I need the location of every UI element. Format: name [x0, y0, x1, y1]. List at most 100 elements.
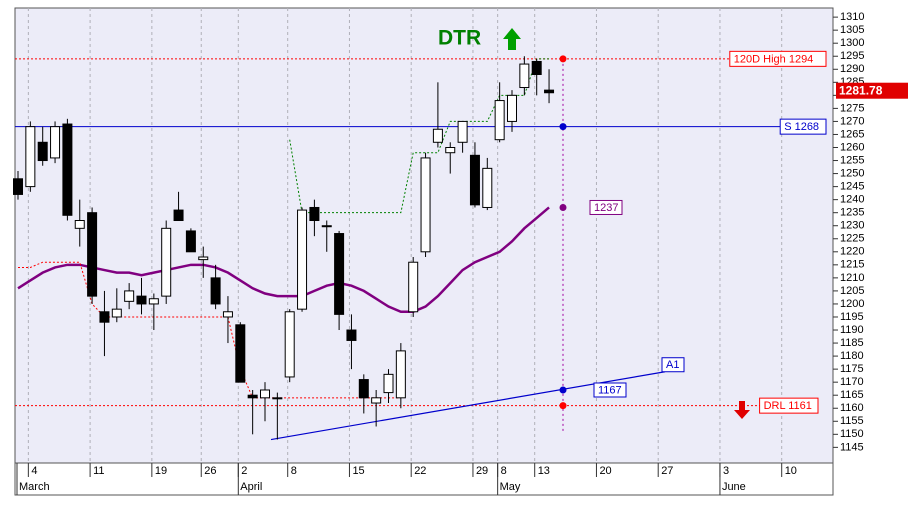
- level-box: [759, 397, 819, 414]
- month-label: April: [240, 481, 262, 493]
- candle-body: [457, 120, 468, 143]
- x-tick-label: 22: [414, 465, 426, 477]
- x-tick-label: 26: [204, 465, 216, 477]
- y-tick-label: 1270: [840, 115, 864, 127]
- candle-body: [358, 379, 369, 399]
- y-tick-label: 1245: [840, 181, 864, 193]
- signal-label: DTR: [438, 27, 481, 50]
- last-price-box: [836, 82, 908, 99]
- candle-body: [334, 233, 345, 315]
- candle-body: [87, 212, 98, 297]
- x-tick-label: 27: [661, 465, 673, 477]
- candle-body: [469, 154, 480, 206]
- month-label: March: [19, 481, 50, 493]
- candle-body: [420, 157, 431, 253]
- candle-body: [136, 295, 147, 305]
- candle-body: [222, 311, 233, 318]
- y-tick-label: 1310: [840, 11, 864, 23]
- candle-body: [432, 128, 443, 143]
- level-label: S 1268: [784, 121, 819, 133]
- y-tick-label: 1260: [840, 141, 864, 153]
- y-tick-label: 1300: [840, 37, 864, 49]
- candle-body: [247, 394, 258, 399]
- cursor-dot: [559, 386, 567, 394]
- cursor-dot: [559, 123, 567, 131]
- y-tick-label: 1175: [840, 363, 864, 375]
- candle-body: [284, 311, 295, 378]
- y-tick-label: 1165: [840, 389, 864, 401]
- y-tick-label: 1185: [840, 337, 864, 349]
- y-tick-label: 1225: [840, 233, 864, 245]
- candle-body: [99, 311, 110, 323]
- candle-body: [321, 225, 332, 228]
- y-tick-label: 1160: [840, 402, 864, 414]
- y-tick-label: 1145: [840, 441, 864, 453]
- candle-body: [383, 373, 394, 394]
- candle-body: [482, 167, 493, 208]
- y-tick-label: 1265: [840, 128, 864, 140]
- level-box: [729, 50, 827, 67]
- x-tick-label: 15: [352, 465, 364, 477]
- x-tick-label: 2: [241, 465, 247, 477]
- x-tick-label: 13: [538, 465, 550, 477]
- y-tick-label: 1240: [840, 194, 864, 206]
- y-tick-label: 1275: [840, 102, 864, 114]
- y-tick-label: 1210: [840, 272, 864, 284]
- candle-body: [111, 308, 122, 318]
- candle-body: [272, 397, 283, 400]
- x-tick-label: 4: [31, 465, 37, 477]
- month-label: May: [500, 481, 521, 493]
- candle-body: [531, 60, 542, 75]
- x-tick-label: 3: [723, 465, 729, 477]
- y-tick-label: 1290: [840, 63, 864, 75]
- candle-body: [445, 146, 456, 154]
- y-tick-label: 1255: [840, 154, 864, 166]
- y-tick-label: 1295: [840, 50, 864, 62]
- candle-body: [161, 227, 172, 297]
- y-tick-label: 1190: [840, 324, 864, 336]
- cursor-dot: [559, 203, 567, 211]
- level-label: DRL 1161: [764, 400, 812, 412]
- candle-body: [297, 209, 308, 310]
- y-tick-label: 1305: [840, 24, 864, 36]
- candle-body: [260, 389, 270, 399]
- cursor-label: 1237: [594, 202, 618, 214]
- trendline-box: [661, 357, 685, 373]
- y-tick-label: 1220: [840, 246, 864, 258]
- candle-body: [173, 209, 184, 222]
- y-tick-label: 1250: [840, 167, 864, 179]
- candle-body: [408, 261, 419, 313]
- candle-body: [25, 126, 36, 188]
- y-tick-label: 1195: [840, 311, 864, 323]
- x-tick-label: 19: [155, 465, 167, 477]
- cursor-dot: [559, 55, 567, 63]
- x-tick-label: 29: [476, 465, 488, 477]
- candle-body: [371, 397, 382, 404]
- candle-body: [13, 178, 23, 195]
- x-tick-label: 20: [599, 465, 611, 477]
- y-tick-label: 1205: [840, 285, 864, 297]
- y-tick-label: 1215: [840, 259, 864, 271]
- cursor-dot: [559, 402, 567, 410]
- candle-body: [62, 123, 73, 216]
- candle-body: [74, 220, 85, 229]
- last-price-label: 1281.78: [839, 83, 883, 97]
- y-tick-label: 1235: [840, 207, 864, 219]
- candle-body: [124, 290, 135, 302]
- candle-body: [198, 256, 209, 261]
- candle-body: [544, 89, 555, 94]
- down-arrow: [734, 401, 750, 419]
- level-box: [779, 118, 827, 135]
- y-tick-label: 1155: [840, 415, 864, 427]
- level-label: 120D High 1294: [734, 53, 814, 65]
- y-tick-label: 1170: [840, 376, 864, 388]
- candle-body: [210, 277, 221, 305]
- cursor-box: [589, 199, 623, 215]
- trendline-label: A1: [666, 359, 679, 371]
- indicator-line: [18, 261, 401, 399]
- x-tick-label: 10: [785, 465, 797, 477]
- month-label: June: [722, 481, 746, 493]
- candle-body: [519, 63, 530, 89]
- candle-body: [148, 298, 159, 305]
